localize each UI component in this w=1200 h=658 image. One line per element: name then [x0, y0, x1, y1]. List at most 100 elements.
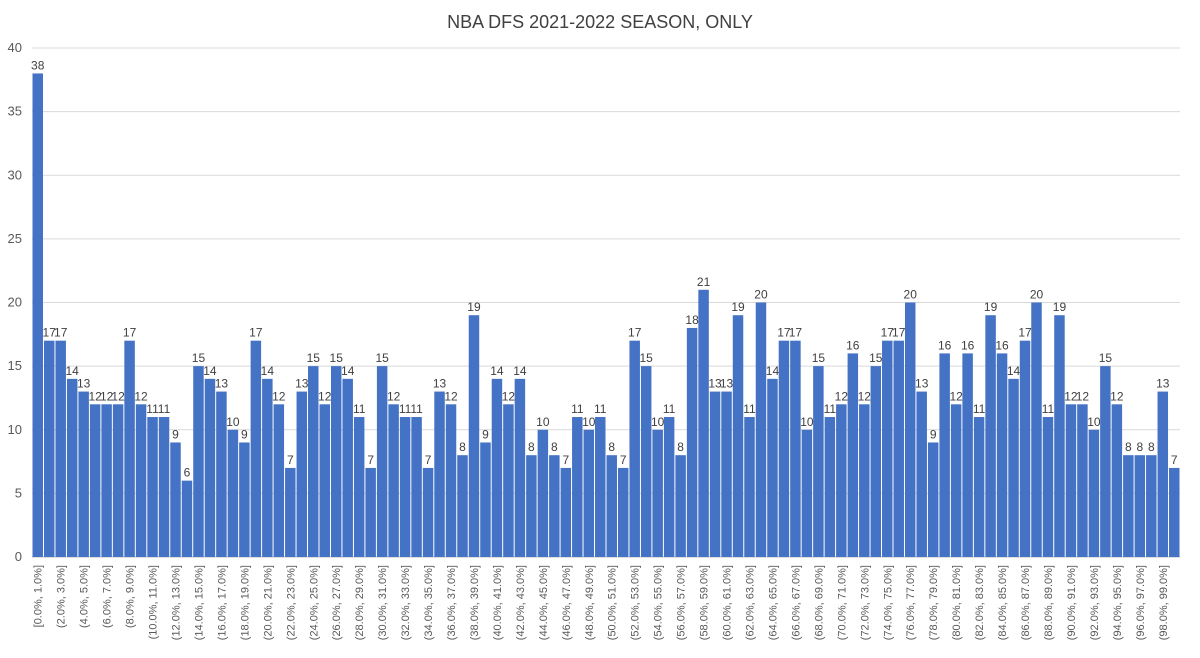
x-tick-label: (50.0%, 51.0%] — [607, 565, 619, 640]
gridlines — [32, 47, 1180, 558]
bar — [572, 417, 583, 557]
data-label: 12 — [387, 389, 401, 403]
x-tick-label: (90.0%, 91.0%] — [1066, 565, 1078, 640]
bar — [859, 404, 870, 557]
data-label: 12 — [1110, 389, 1124, 403]
x-tick-label: (10.0%, 11.0%] — [148, 565, 160, 639]
y-axis: 0 5 10 15 20 25 30 35 40 — [8, 40, 22, 564]
data-label: 11 — [1042, 402, 1055, 416]
bar — [296, 391, 308, 557]
bar — [376, 366, 388, 557]
bar — [43, 340, 55, 557]
bar — [560, 467, 572, 557]
x-tick-label: (84.0%, 85.0%] — [997, 565, 1009, 640]
data-label: 20 — [904, 288, 918, 302]
bar — [709, 391, 721, 557]
y-tick-label: 0 — [15, 549, 22, 564]
data-label: 11 — [353, 402, 366, 416]
bar — [135, 404, 147, 557]
data-label: 12 — [272, 389, 286, 403]
data-label: 13 — [215, 377, 229, 391]
data-label: 12 — [1064, 389, 1078, 403]
bar — [813, 366, 824, 557]
bar — [595, 417, 606, 557]
bar — [388, 404, 399, 557]
bar — [1088, 429, 1100, 557]
x-tick-label: (38.0%, 39.0%] — [469, 565, 481, 640]
bar — [927, 442, 939, 557]
data-label: 21 — [697, 275, 711, 289]
bar — [824, 417, 836, 557]
data-label: 13 — [1156, 377, 1170, 391]
data-label: 15 — [375, 351, 389, 365]
bar — [399, 417, 411, 557]
data-label: 11 — [663, 402, 676, 416]
data-label: 17 — [123, 326, 137, 340]
data-label: 16 — [938, 338, 952, 352]
data-label: 18 — [685, 313, 699, 327]
data-label: 12 — [88, 389, 102, 403]
bar — [1169, 467, 1180, 557]
data-label: 11 — [571, 402, 584, 416]
data-label: 12 — [949, 389, 963, 403]
bar — [640, 366, 652, 557]
bar — [1111, 404, 1123, 557]
data-label: 8 — [677, 440, 684, 454]
bar — [491, 378, 503, 557]
x-tick-label: (22.0%, 23.0%] — [285, 565, 297, 640]
bar — [445, 404, 457, 557]
data-label: 15 — [1099, 351, 1113, 365]
data-label: 19 — [1053, 300, 1067, 314]
data-label: 8 — [528, 440, 535, 454]
data-label: 17 — [892, 326, 906, 340]
data-label: 10 — [536, 415, 550, 429]
bar — [801, 429, 813, 557]
bar — [170, 442, 181, 557]
bar — [216, 391, 227, 557]
x-tick-label: (62.0%, 63.0%] — [745, 565, 757, 640]
y-tick-label: 20 — [8, 295, 22, 310]
x-tick-label: (30.0%, 31.0%] — [377, 565, 389, 640]
data-label: 19 — [731, 300, 745, 314]
bar — [904, 302, 916, 557]
data-label: 7 — [367, 453, 374, 467]
bar — [124, 340, 135, 557]
data-label: 10 — [651, 415, 665, 429]
data-label: 8 — [459, 440, 466, 454]
x-tick-label: (36.0%, 37.0%] — [446, 565, 458, 640]
y-tick-label: 5 — [15, 485, 22, 500]
bar — [422, 467, 434, 557]
x-tick-label: (6.0%, 7.0%] — [102, 565, 114, 628]
x-tick-label: (12.0%, 13.0%] — [171, 565, 183, 640]
y-tick-label: 30 — [8, 167, 22, 182]
data-label: 13 — [720, 377, 734, 391]
bar — [204, 378, 216, 557]
bar — [778, 340, 790, 557]
y-tick-label: 25 — [8, 231, 22, 246]
data-label: 12 — [1076, 389, 1090, 403]
bar — [583, 429, 595, 557]
x-tick-label: (60.0%, 61.0%] — [722, 565, 734, 640]
data-label: 38 — [31, 58, 45, 72]
data-label: 15 — [307, 351, 321, 365]
data-label: 11 — [399, 402, 412, 416]
x-tick-label: (52.0%, 53.0%] — [630, 565, 642, 640]
bar — [950, 404, 962, 557]
x-tick-label: (16.0%, 17.0%] — [216, 565, 228, 640]
data-label: 15 — [869, 351, 883, 365]
bar — [227, 429, 239, 557]
data-label: 15 — [640, 351, 654, 365]
bar — [411, 417, 422, 557]
bar — [181, 480, 193, 557]
bar — [790, 340, 801, 557]
data-label: 10 — [1087, 415, 1101, 429]
bar — [537, 429, 549, 557]
data-label: 19 — [984, 300, 998, 314]
data-label: 10 — [226, 415, 240, 429]
bar — [193, 366, 204, 557]
bar — [434, 391, 445, 557]
data-label: 12 — [318, 389, 332, 403]
bar — [675, 455, 686, 557]
data-label: 6 — [184, 466, 191, 480]
